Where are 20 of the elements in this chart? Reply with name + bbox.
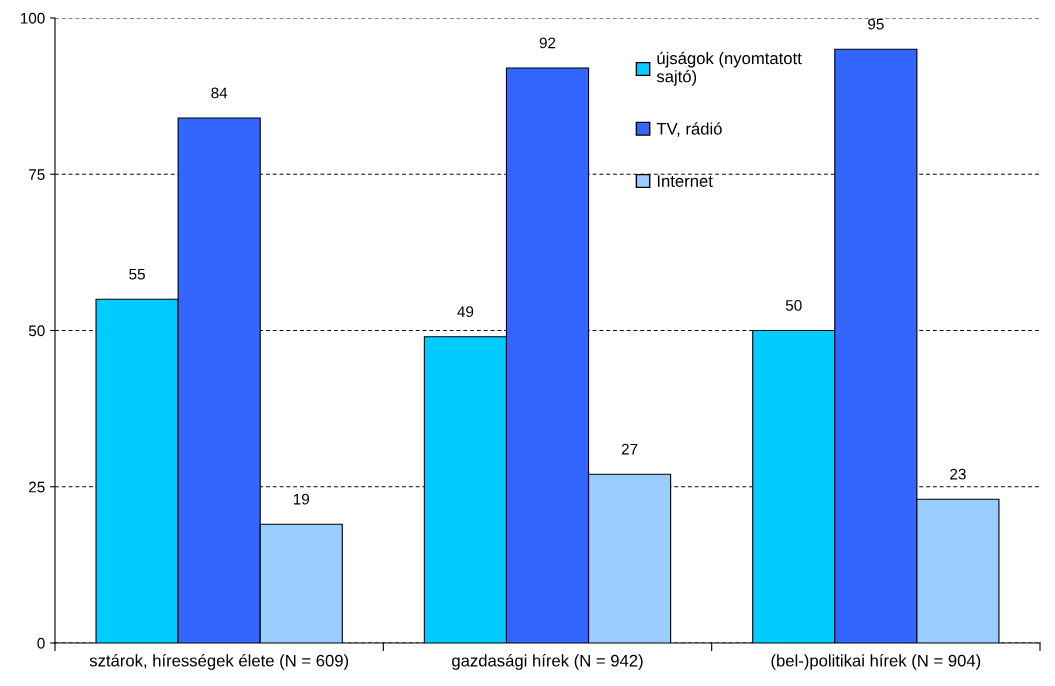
y-tick-label: 50 bbox=[28, 325, 45, 337]
data-label: 92 bbox=[539, 37, 556, 49]
data-label: 84 bbox=[211, 87, 228, 99]
legend-label: TV, rádió bbox=[656, 122, 722, 137]
data-label: 49 bbox=[457, 306, 474, 318]
y-tick-label: 75 bbox=[29, 169, 45, 180]
data-label: 95 bbox=[868, 18, 884, 30]
data-label: 50 bbox=[785, 300, 802, 311]
x-tick-label: sztárok, hírességek élete (N = 609) bbox=[89, 654, 349, 670]
x-tick-label: gazdasági hírek (N = 942) bbox=[452, 654, 643, 670]
data-label: 55 bbox=[129, 268, 145, 280]
x-tick-label: (bel-)politikai hírek (N = 904) bbox=[771, 654, 981, 670]
y-tick-label: 100 bbox=[20, 12, 45, 24]
legend-label: Internet bbox=[657, 175, 713, 187]
y-tick-label: 25 bbox=[29, 481, 45, 493]
data-label: 27 bbox=[621, 443, 638, 455]
data-label: 23 bbox=[950, 468, 966, 480]
data-label: 19 bbox=[293, 493, 310, 505]
legend-label: újságok (nyomtatott sajtó) bbox=[656, 51, 802, 86]
y-tick-label: 0 bbox=[37, 637, 45, 649]
